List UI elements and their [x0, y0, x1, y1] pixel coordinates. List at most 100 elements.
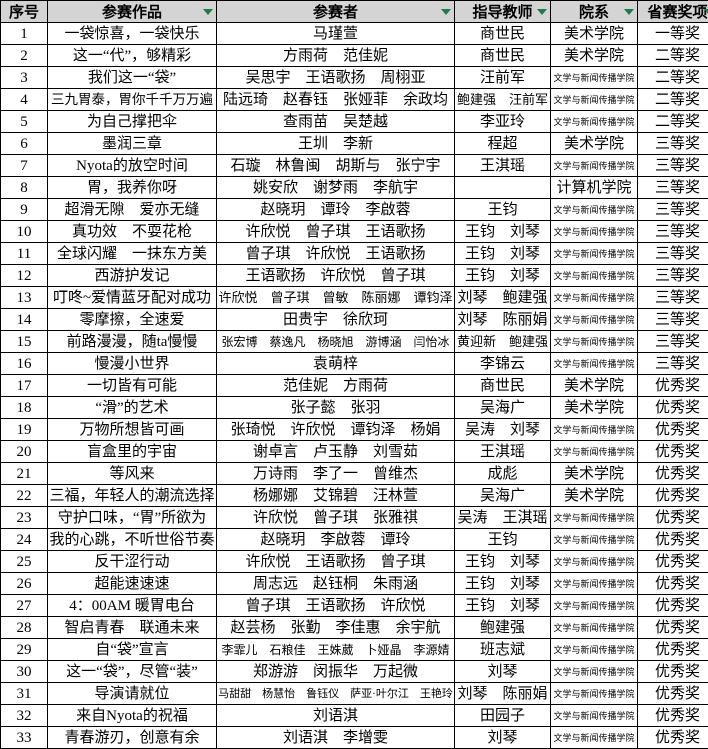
- cell-teachers[interactable]: 吴海广: [454, 396, 551, 419]
- cell-award[interactable]: 三等奖: [637, 330, 708, 353]
- cell-participants[interactable]: 谢卓言 卢玉静 刘雪茹: [216, 440, 455, 463]
- cell-department[interactable]: 文学与新闻传播学院: [550, 440, 638, 463]
- cell-row-number[interactable]: 15: [0, 330, 48, 353]
- cell-row-number[interactable]: 18: [0, 396, 48, 419]
- cell-work-title[interactable]: 胃，我养你呀: [47, 176, 217, 199]
- cell-work-title[interactable]: 导演请就位: [47, 682, 217, 705]
- cell-row-number[interactable]: 22: [0, 484, 48, 507]
- cell-teachers[interactable]: 程超: [454, 132, 551, 155]
- cell-department[interactable]: 文学与新闻传播学院: [550, 638, 638, 661]
- cell-work-title[interactable]: 三九胃泰，胃你千千万万遍: [47, 88, 217, 111]
- cell-row-number[interactable]: 4: [0, 88, 48, 111]
- cell-department[interactable]: 文学与新闻传播学院: [550, 308, 638, 331]
- cell-department[interactable]: 文学与新闻传播学院: [550, 220, 638, 243]
- cell-teachers[interactable]: 李亚玲: [454, 110, 551, 133]
- cell-work-title[interactable]: 真功效 不耍花枪: [47, 220, 217, 243]
- cell-award[interactable]: 三等奖: [637, 352, 708, 375]
- cell-participants[interactable]: 赵晓玥 李啟蓉 谭玲: [216, 528, 455, 551]
- cell-row-number[interactable]: 7: [0, 154, 48, 177]
- cell-row-number[interactable]: 9: [0, 198, 48, 221]
- cell-participants[interactable]: 刘语淇: [216, 704, 455, 727]
- cell-award[interactable]: 三等奖: [637, 220, 708, 243]
- header-cell-award[interactable]: 省赛奖项: [637, 0, 708, 23]
- cell-row-number[interactable]: 3: [0, 66, 48, 89]
- cell-participants[interactable]: 曾子琪 王语歌扬 许欣悦: [216, 594, 455, 617]
- cell-participants[interactable]: 张宏博 蔡逸凡 杨晓旭 游博涵 闫怡冰: [216, 330, 455, 353]
- cell-award[interactable]: 优秀奖: [637, 550, 708, 573]
- cell-award[interactable]: 优秀奖: [637, 484, 708, 507]
- cell-award[interactable]: 优秀奖: [637, 440, 708, 463]
- cell-department[interactable]: 文学与新闻传播学院: [550, 154, 638, 177]
- cell-participants[interactable]: 吴思宇 王语歌扬 周栩亚: [216, 66, 455, 89]
- cell-department[interactable]: 文学与新闻传播学院: [550, 616, 638, 639]
- cell-row-number[interactable]: 2: [0, 44, 48, 67]
- cell-participants[interactable]: 石璇 林鲁闽 胡斯与 张宁宇: [216, 154, 455, 177]
- cell-award[interactable]: 优秀奖: [637, 726, 708, 749]
- cell-department[interactable]: 文学与新闻传播学院: [550, 242, 638, 265]
- cell-row-number[interactable]: 8: [0, 176, 48, 199]
- cell-award[interactable]: 优秀奖: [637, 462, 708, 485]
- cell-work-title[interactable]: Nyota的放空时间: [47, 154, 217, 177]
- cell-award[interactable]: 优秀奖: [637, 374, 708, 397]
- cell-department[interactable]: 美术学院: [550, 396, 638, 419]
- cell-award[interactable]: 优秀奖: [637, 528, 708, 551]
- cell-work-title[interactable]: 一袋惊喜，一袋快乐: [47, 22, 217, 45]
- cell-teachers[interactable]: 吴涛 刘琴: [454, 418, 551, 441]
- cell-department[interactable]: 美术学院: [550, 462, 638, 485]
- cell-teachers[interactable]: 吴海广: [454, 484, 551, 507]
- cell-department[interactable]: 文学与新闻传播学院: [550, 418, 638, 441]
- cell-teachers[interactable]: 王钧 刘琴: [454, 220, 551, 243]
- cell-award[interactable]: 三等奖: [637, 132, 708, 155]
- cell-teachers[interactable]: [454, 176, 551, 199]
- cell-row-number[interactable]: 29: [0, 638, 48, 661]
- cell-teachers[interactable]: 刘琴 鲍建强: [454, 286, 551, 309]
- cell-award[interactable]: 优秀奖: [637, 594, 708, 617]
- cell-row-number[interactable]: 24: [0, 528, 48, 551]
- cell-row-number[interactable]: 12: [0, 264, 48, 287]
- cell-work-title[interactable]: 慢漫小世界: [47, 352, 217, 375]
- cell-award[interactable]: 优秀奖: [637, 396, 708, 419]
- cell-teachers[interactable]: 李锦云: [454, 352, 551, 375]
- cell-teachers[interactable]: 王钧 刘琴: [454, 242, 551, 265]
- cell-award[interactable]: 三等奖: [637, 198, 708, 221]
- cell-teachers[interactable]: 刘琴: [454, 660, 551, 683]
- cell-participants[interactable]: 查雨苗 吴楚越: [216, 110, 455, 133]
- cell-department[interactable]: 美术学院: [550, 374, 638, 397]
- cell-participants[interactable]: 万诗雨 李了一 曾维杰: [216, 462, 455, 485]
- cell-participants[interactable]: 方雨荷 范佳妮: [216, 44, 455, 67]
- header-cell-participants[interactable]: 参赛者: [216, 0, 455, 23]
- cell-teachers[interactable]: 王钧: [454, 528, 551, 551]
- cell-department[interactable]: 计算机学院: [550, 176, 638, 199]
- cell-row-number[interactable]: 32: [0, 704, 48, 727]
- cell-teachers[interactable]: 鲍建强 汪前军: [454, 88, 551, 111]
- cell-row-number[interactable]: 33: [0, 726, 48, 749]
- cell-teachers[interactable]: 商世民: [454, 374, 551, 397]
- cell-department[interactable]: 文学与新闻传播学院: [550, 198, 638, 221]
- cell-teachers[interactable]: 商世民: [454, 44, 551, 67]
- cell-department[interactable]: 美术学院: [550, 484, 638, 507]
- cell-award[interactable]: 三等奖: [637, 154, 708, 177]
- cell-department[interactable]: 文学与新闻传播学院: [550, 726, 638, 749]
- cell-teachers[interactable]: 鲍建强: [454, 616, 551, 639]
- cell-teachers[interactable]: 刘琴 陈丽娟: [454, 682, 551, 705]
- cell-participants[interactable]: 王语歌扬 许欣悦 曾子琪: [216, 264, 455, 287]
- cell-teachers[interactable]: 王钧: [454, 198, 551, 221]
- cell-work-title[interactable]: 为自己撑把伞: [47, 110, 217, 133]
- cell-work-title[interactable]: 青春游刃，创意有余: [47, 726, 217, 749]
- cell-row-number[interactable]: 6: [0, 132, 48, 155]
- cell-row-number[interactable]: 5: [0, 110, 48, 133]
- cell-teachers[interactable]: 商世民: [454, 22, 551, 45]
- cell-work-title[interactable]: 一切皆有可能: [47, 374, 217, 397]
- cell-row-number[interactable]: 30: [0, 660, 48, 683]
- cell-award[interactable]: 优秀奖: [637, 660, 708, 683]
- cell-department[interactable]: 文学与新闻传播学院: [550, 660, 638, 683]
- cell-teachers[interactable]: 王钧 刘琴: [454, 550, 551, 573]
- cell-award[interactable]: 优秀奖: [637, 418, 708, 441]
- cell-participants[interactable]: 许欣悦 曾子琪 王语歌扬: [216, 220, 455, 243]
- cell-participants[interactable]: 周志远 赵钰桐 朱雨涵: [216, 572, 455, 595]
- cell-award[interactable]: 二等奖: [637, 110, 708, 133]
- cell-participants[interactable]: 范佳妮 方雨荷: [216, 374, 455, 397]
- cell-department[interactable]: 文学与新闻传播学院: [550, 550, 638, 573]
- cell-participants[interactable]: 许欣悦 曾子琪 曾敏 陈丽娜 谭钧泽: [216, 286, 455, 309]
- cell-row-number[interactable]: 1: [0, 22, 48, 45]
